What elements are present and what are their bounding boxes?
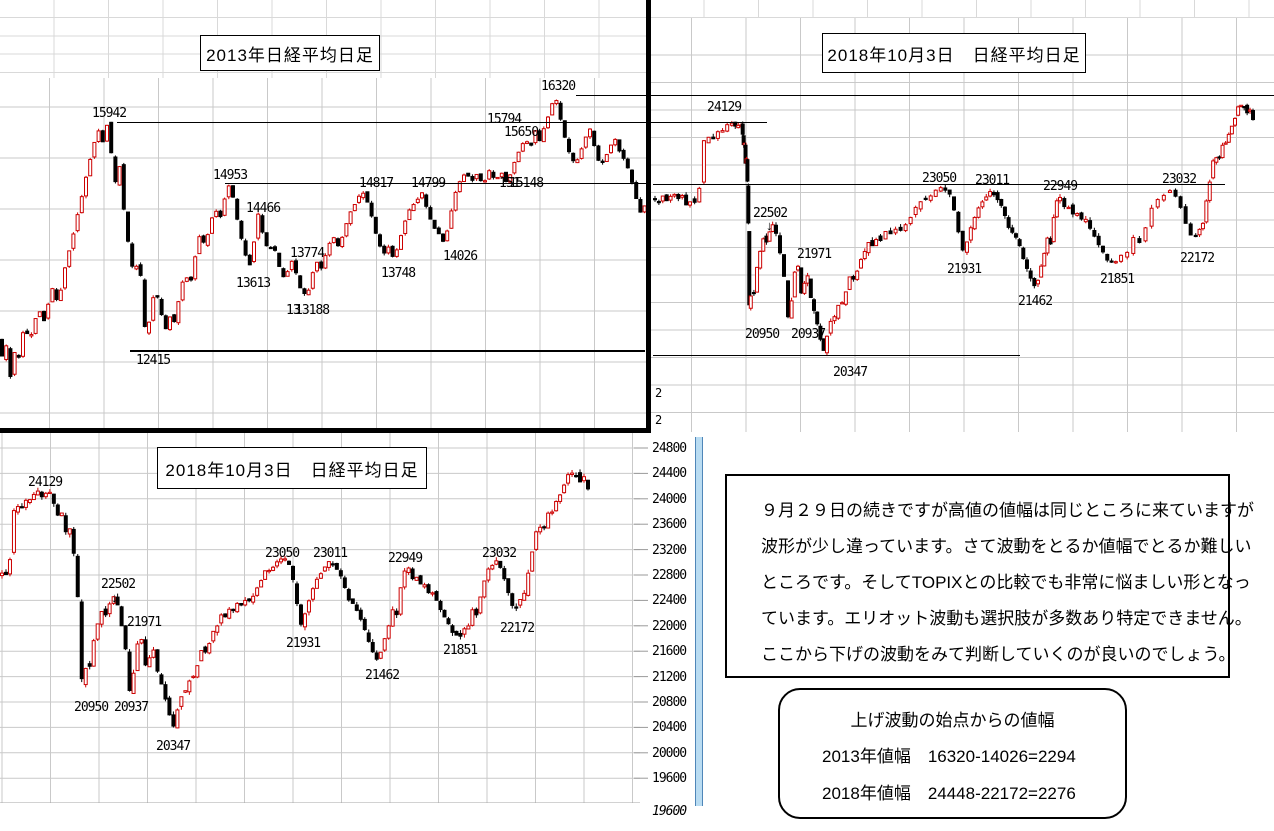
chart-title-2018-large: 2018年10月3日 日経平均日足 [165, 460, 419, 480]
price-label-23050: 23050 [922, 171, 957, 186]
commentary-line-4: ています。エリオット波動も選択肢が多数あり特定できません。 [761, 609, 1252, 628]
wave-box-2013: 2013年値幅 16320-14026=2294 [822, 747, 1076, 766]
line-20347 [653, 355, 1020, 356]
price-label-21462: 21462 [365, 668, 400, 683]
commentary-line-2: 波形が少し違っています。さて波動をとるか値幅でとるか難しい [761, 537, 1252, 556]
wave-range-box[interactable]: 上げ波動の始点からの値幅 2013年値幅 16320-14026=2294 20… [778, 688, 1127, 819]
y-axis-label: 22000 [652, 618, 687, 634]
divider-vertical [646, 0, 651, 433]
commentary-line-3: ところです。そしてTOPIXとの比較でも非常に悩ましい形となっ [761, 573, 1251, 592]
price-label-16320: 16320 [541, 79, 576, 94]
price-label-23011: 23011 [975, 173, 1010, 188]
y-axis-label: 24000 [652, 491, 687, 507]
y-axis-label: 20800 [652, 695, 687, 710]
y-axis-label: 20000 [652, 745, 687, 761]
wave-box-title: 上げ波動の始点からの値幅 [850, 711, 1055, 730]
annotation-arrow-down: ↓ [111, 590, 118, 605]
price-label-20347: 20347 [833, 365, 868, 380]
price-label-13774: 13774 [290, 246, 325, 261]
price-label-20347: 20347 [156, 739, 191, 754]
commentary-line-5: ここから下げの波動をみて判断していくのが良いのでしょう。 [761, 645, 1236, 664]
y-axis-label: 21200 [652, 669, 687, 685]
annotation-arrow-down: ↓ [766, 218, 773, 233]
price-label-21971: 21971 [127, 615, 162, 630]
price-label-13748: 13748 [381, 266, 416, 281]
title-box-2013[interactable]: 2013年日経平均日足 [200, 35, 380, 71]
price-label-22172: 22172 [500, 621, 535, 636]
y-axis-label: 22400 [652, 593, 687, 609]
price-label-22949: 22949 [388, 551, 423, 566]
price-label-21971: 21971 [797, 247, 832, 262]
title-box-2018-large[interactable]: 2018年10月3日 日経平均日足 [157, 447, 427, 489]
price-label-14817: 14817 [359, 176, 394, 191]
excel-grid-top-right [650, 0, 1274, 18]
price-label-23011: 23011 [313, 546, 348, 561]
y-axis-label: 20400 [652, 720, 687, 736]
chart-title-2013: 2013年日経平均日足 [206, 45, 374, 65]
price-label-23032: 23032 [1162, 172, 1197, 187]
price-label-15650: 15650 [504, 125, 539, 140]
price-label-13188: 13188 [295, 303, 330, 318]
y-axis-label: 23200 [652, 542, 687, 558]
price-label-15942: 15942 [92, 106, 127, 121]
price-label-21931: 21931 [286, 636, 321, 651]
price-label-13: 13 [286, 303, 301, 318]
price-label-20950: 20950 [745, 327, 780, 342]
wave-box-2018: 2018年値幅 24448-22172=2276 [822, 784, 1076, 803]
price-label-23032: 23032 [482, 546, 517, 561]
price-label-14026: 14026 [443, 249, 478, 264]
y-axis-label: 19600 [652, 771, 687, 787]
price-label-12415: 12415 [136, 353, 171, 368]
clipped-axis-label: 2 [655, 386, 663, 400]
price-label-15148: 15148 [509, 176, 544, 191]
price-label-14466: 14466 [246, 201, 281, 216]
commentary-line-1: ９月２９日の続きですが高値の値幅は同じところに来ていますが [761, 501, 1254, 520]
y-axis-label: 23600 [652, 517, 687, 533]
chart-2018-nikkei-daily-large[interactable] [0, 432, 648, 803]
price-label-22502: 22502 [101, 577, 136, 592]
price-label-14799: 14799 [411, 176, 446, 191]
line-14953 [225, 183, 648, 184]
chart-2018-small-canvas [650, 18, 1274, 432]
price-label-22949: 22949 [1043, 179, 1078, 194]
price-label-23050: 23050 [265, 546, 300, 561]
line-15942-24129 [117, 122, 767, 123]
clipped-axis-label: 2 [655, 413, 663, 427]
price-label-21851: 21851 [1100, 272, 1135, 287]
price-label-22502: 22502 [753, 206, 788, 221]
price-label-22172: 22172 [1180, 251, 1215, 266]
commentary-box[interactable]: ９月２９日の続きですが高値の値幅は同じところに来ていますが 波形が少し違っていま… [725, 474, 1254, 678]
chart-2018-large-canvas [0, 432, 648, 803]
line-23050 [653, 184, 1225, 185]
line-12415 [130, 350, 645, 352]
chart-title-2018-small: 2018年10月3日 日経平均日足 [827, 45, 1081, 65]
price-label-14953: 14953 [213, 168, 248, 183]
window-split-bar[interactable] [695, 437, 703, 806]
y-axis-label: 24800 [652, 441, 687, 456]
divider-horizontal [0, 428, 651, 433]
y-axis-label: 22800 [652, 568, 687, 583]
line-16320-24448 [576, 95, 1274, 96]
price-label-24129: 24129 [707, 100, 742, 115]
y-axis-label-bottom: 19600 [652, 804, 687, 819]
price-label-21462: 21462 [1018, 294, 1053, 309]
price-label-21851: 21851 [443, 643, 478, 658]
price-label-15794: 15794 [487, 112, 522, 127]
chart-2013-nikkei-daily[interactable] [0, 78, 648, 428]
chart-2018-nikkei-daily-small[interactable] [650, 18, 1274, 432]
price-label-20937: 20937 [114, 700, 149, 715]
price-label-13613: 13613 [236, 276, 271, 291]
price-label-24129: 24129 [28, 475, 63, 490]
y-axis-label: 24400 [652, 466, 687, 482]
price-label-20937: 20937 [791, 327, 826, 342]
title-box-2018-small[interactable]: 2018年10月3日 日経平均日足 [822, 33, 1086, 73]
price-label-20950: 20950 [74, 700, 109, 715]
chart-2013-canvas [0, 78, 648, 428]
y-axis-label: 21600 [652, 644, 687, 660]
price-label-151: 151 [499, 176, 521, 191]
price-label-21931: 21931 [947, 262, 982, 277]
